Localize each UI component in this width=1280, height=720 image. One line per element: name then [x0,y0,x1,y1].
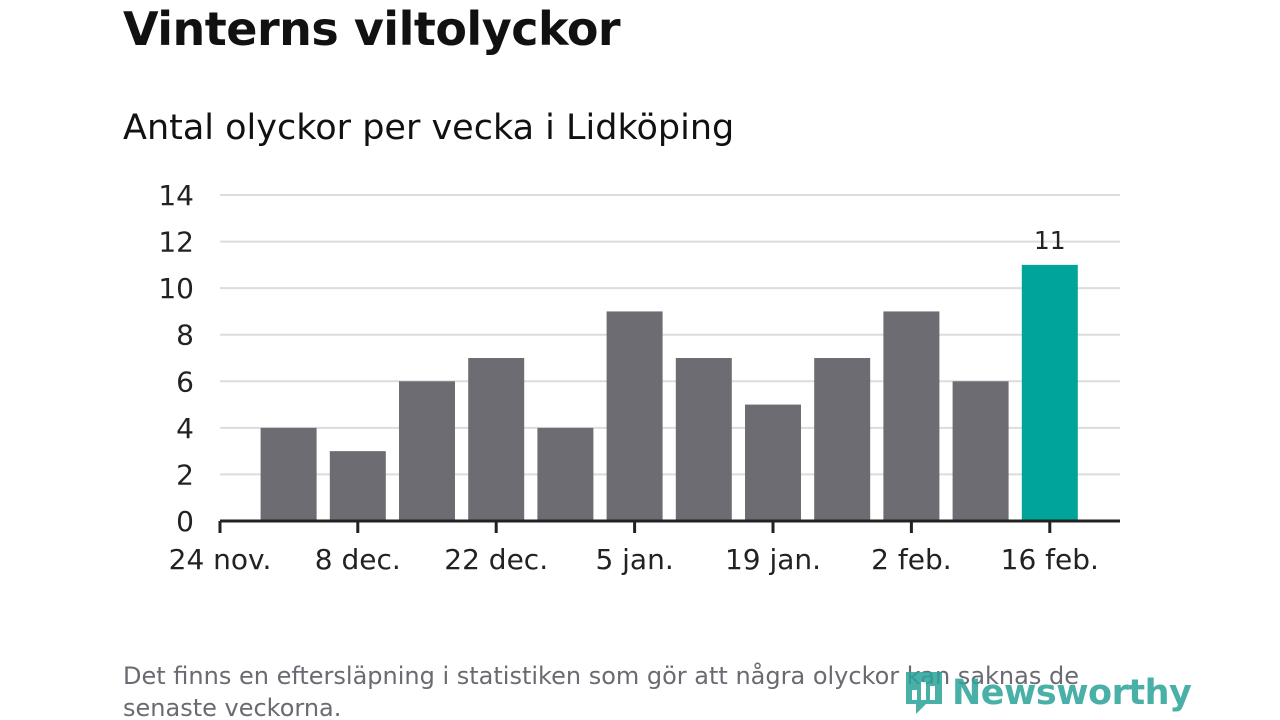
x-tick-label: 16 feb. [1001,543,1099,576]
y-tick-label: 2 [176,458,194,491]
brand-logo: Newsworthy [902,668,1191,718]
x-tick-label: 19 jan. [725,543,821,576]
x-tick-label: 22 dec. [444,543,548,576]
y-tick-label: 14 [158,179,194,212]
y-tick-label: 6 [176,365,194,398]
bar-chart-bubble-icon [902,668,946,718]
bar-v11 [953,381,1009,521]
x-tick-label: 8 dec. [315,543,401,576]
bar-v7 [676,358,732,521]
y-tick-label: 10 [158,272,194,305]
x-tick-label: 5 jan. [595,543,673,576]
bar-v3 [399,381,455,521]
bar-v5 [537,428,593,521]
bar-v6 [607,311,663,521]
y-tick-label: 0 [176,505,194,538]
y-tick-label: 4 [176,412,194,445]
bar-v12 [1022,265,1078,521]
bar-layer [261,265,1078,521]
y-tick-label: 12 [158,226,194,259]
bar-chart: 0 2 4 6 8 10 12 14 11 24 nov. 8 dec. 22 dec. 5 jan. 1… [0,0,1280,720]
axis-layer [220,521,1120,533]
x-tick-label: 24 nov. [169,543,272,576]
bar-v2 [330,451,386,521]
bar-v9 [814,358,870,521]
brand-name: Newsworthy [952,673,1191,713]
x-tick-label: 2 feb. [871,543,951,576]
bar-v8 [745,405,801,521]
data-label: 11 [1034,226,1066,255]
bar-v1 [261,428,317,521]
bar-v4 [468,358,524,521]
bar-v10 [883,311,939,521]
y-tick-label: 8 [176,319,194,352]
